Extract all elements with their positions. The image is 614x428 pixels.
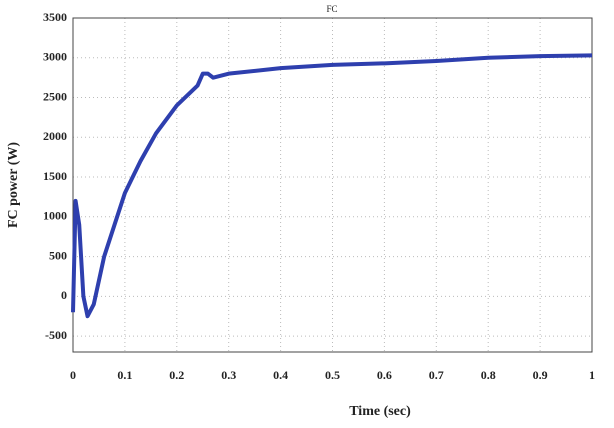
y-tick-label: 2500 <box>43 89 67 103</box>
x-tick-label: 0.8 <box>481 368 496 382</box>
y-tick-label: 0 <box>61 288 67 302</box>
x-tick-label: 0.6 <box>377 368 392 382</box>
x-tick-label: 0.2 <box>169 368 184 382</box>
x-tick-label: 0.1 <box>117 368 132 382</box>
x-tick-label: 0.7 <box>429 368 444 382</box>
x-tick-label: 0.5 <box>325 368 340 382</box>
line <box>71 53 593 319</box>
x-tick-label: 0 <box>70 368 76 382</box>
x-axis-label: Time (sec) <box>349 404 411 419</box>
x-tick-label: 0.9 <box>533 368 548 382</box>
chart-title: FC <box>326 4 337 14</box>
y-tick-label: 500 <box>49 248 67 262</box>
y-tick-label: 3500 <box>43 10 67 24</box>
x-tick-label: 0.3 <box>221 368 236 382</box>
x-tick-label: 0.4 <box>273 368 288 382</box>
y-tick-label: 3000 <box>43 50 67 64</box>
x-tick-label: 1 <box>589 368 595 382</box>
y-tick-label: 1000 <box>43 209 67 223</box>
plot-frame <box>72 17 593 353</box>
y-tick-label: 2000 <box>43 129 67 143</box>
y-axis-label: FC power (W) <box>6 142 21 228</box>
y-tick-label: 1500 <box>43 169 67 183</box>
y-tick-label: -500 <box>45 328 67 342</box>
